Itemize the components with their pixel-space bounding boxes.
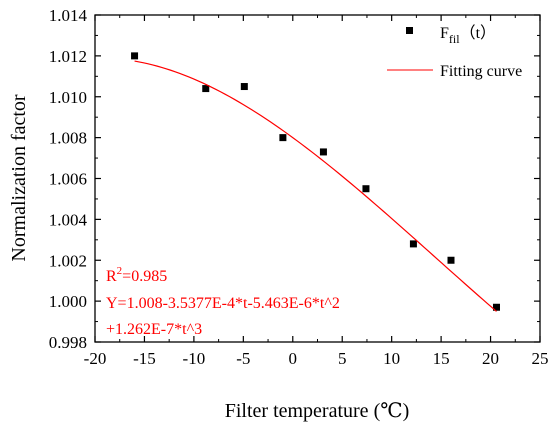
legend: Ffil（t） Fitting curve xyxy=(387,24,522,80)
x-tick-label: -20 xyxy=(84,349,107,368)
r-squared-main: R xyxy=(106,268,117,285)
x-tick-label: 0 xyxy=(289,349,298,368)
legend-label-ffil-sub: fil xyxy=(449,32,460,46)
x-tick-label: 10 xyxy=(383,349,400,368)
equation-line-2: +1.262E-7*t^3 xyxy=(106,321,202,338)
x-axis-title: Filter temperature (℃) xyxy=(225,400,410,422)
x-tick-label: 15 xyxy=(433,349,450,368)
y-tick-label: 1.014 xyxy=(49,6,88,25)
y-tick-label: 0.998 xyxy=(49,333,87,352)
y-tick-label: 1.004 xyxy=(49,210,88,229)
y-axis-title: Normalization factor xyxy=(8,94,30,261)
legend-label-ffil-paren: （t） xyxy=(460,24,496,42)
x-tick-label: -10 xyxy=(183,349,206,368)
data-point-marker xyxy=(409,240,417,248)
x-tick-label: 5 xyxy=(338,349,347,368)
legend-label-ffil: Ffil（t） xyxy=(440,24,496,46)
r-squared-value: =0.985 xyxy=(122,268,167,285)
data-point-marker xyxy=(279,134,287,142)
y-tick-label: 1.010 xyxy=(49,88,87,107)
x-tick-label: -5 xyxy=(236,349,250,368)
equation-line-1: Y=1.008-3.5377E-4*t-5.463E-6*t^2 xyxy=(106,295,340,312)
legend-label-ffil-main: F xyxy=(440,25,449,42)
series-layer xyxy=(131,52,500,312)
x-axis-ticks: -20 -15 -10 -5 0 5 10 15 20 25 xyxy=(84,15,549,368)
x-tick-label: 25 xyxy=(532,349,549,368)
r-squared-label: R2=0.985 xyxy=(106,265,167,285)
fit-annotation: R2=0.985 Y=1.008-3.5377E-4*t-5.463E-6*t^… xyxy=(106,265,340,338)
x-tick-label: 20 xyxy=(482,349,499,368)
data-point-marker xyxy=(131,52,139,60)
legend-marker-square xyxy=(406,27,413,34)
y-tick-label: 1.006 xyxy=(49,170,87,189)
legend-label-fitting-curve: Fitting curve xyxy=(440,63,522,80)
y-tick-label: 1.008 xyxy=(49,129,87,148)
y-tick-label: 1.012 xyxy=(49,47,87,66)
data-point-marker xyxy=(362,185,370,193)
data-point-marker xyxy=(240,83,248,91)
r-squared-sup: 2 xyxy=(117,265,123,277)
data-point-marker xyxy=(319,148,327,156)
data-point-marker xyxy=(447,256,455,264)
x-tick-label: -15 xyxy=(133,349,156,368)
data-point-marker xyxy=(492,303,500,311)
data-point-marker xyxy=(202,85,210,93)
fitting-curve-line xyxy=(134,60,497,312)
y-tick-label: 1.000 xyxy=(49,292,87,311)
y-tick-label: 1.002 xyxy=(49,251,87,270)
y-axis-ticks: 0.998 1.000 1.002 1.004 1.006 1.008 1.010 1.012… xyxy=(49,6,540,352)
